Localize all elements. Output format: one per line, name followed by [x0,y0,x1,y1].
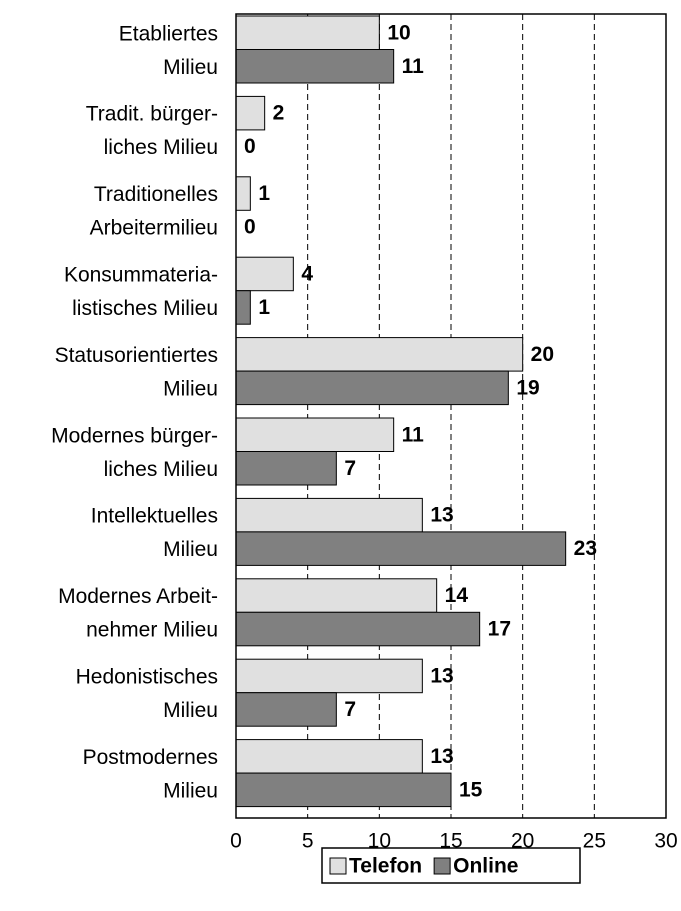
bar [235,739,423,774]
category-label: liches Milieu [104,136,218,159]
bar [235,658,423,694]
value-label: 10 [387,21,410,44]
legend-label: Telefon [349,855,422,878]
category-label: Postmodernes [83,746,218,769]
x-tick-label: 15 [439,830,462,853]
bar [235,451,337,486]
category-label: Etabliertes [119,22,218,45]
value-label: 19 [516,376,539,399]
bar [235,531,567,566]
legend-swatch [329,857,347,875]
value-label: 7 [344,457,356,480]
category-label: Arbeitermilieu [90,217,218,240]
category-label: Milieu [163,699,218,722]
bar [235,578,438,613]
bar [235,337,524,372]
bar [235,772,452,808]
legend-swatch [433,857,451,875]
x-tick-label: 30 [654,830,677,853]
category-label: Modernes Arbeit- [58,585,218,608]
x-tick-label: 5 [302,830,314,853]
bar [235,417,395,452]
value-label: 4 [301,262,313,285]
legend-box [321,847,581,884]
category-label: liches Milieu [104,458,218,481]
category-label: Tradit. bürger- [86,103,218,126]
value-label: 1 [258,182,270,205]
value-label: 11 [402,423,425,446]
category-label: Milieu [163,538,218,561]
bar [235,370,509,406]
category-label: Milieu [163,56,218,79]
value-label: 15 [459,778,483,801]
value-label: 1 [258,296,270,319]
value-label: 14 [445,584,469,607]
category-label: Statusorientiertes [55,344,218,367]
category-label: Konsummateria- [64,263,218,286]
value-label: 0 [244,135,256,158]
x-tick-label: 0 [230,830,242,853]
bar [235,290,251,325]
category-label: Milieu [163,377,218,400]
bar [235,611,481,647]
value-label: 13 [430,664,453,687]
legend-label: Online [453,855,518,878]
bar [235,256,294,292]
bar [235,497,423,533]
value-label: 11 [402,55,425,78]
value-label: 17 [488,618,511,641]
bar [235,49,395,84]
value-label: 20 [531,343,554,366]
category-label: nehmer Milieu [86,619,218,642]
category-label: Intellektuelles [91,505,218,528]
category-label: Traditionelles [94,183,218,206]
category-label: listisches Milieu [72,297,218,320]
value-label: 2 [273,102,285,125]
category-label: Milieu [163,779,218,802]
value-label: 7 [344,698,356,721]
category-label: Modernes bürger- [51,424,218,447]
value-label: 23 [574,537,597,560]
value-label: 13 [430,504,453,527]
value-label: 0 [244,216,256,239]
x-tick-label: 10 [368,830,391,853]
bar [235,692,337,727]
x-tick-label: 25 [583,830,606,853]
bar [235,95,266,131]
bar [235,176,251,211]
category-label: Hedonistisches [76,665,218,688]
plot-frame [235,13,667,819]
value-label: 13 [430,745,453,768]
x-tick-label: 20 [511,830,534,853]
bar [235,15,380,50]
